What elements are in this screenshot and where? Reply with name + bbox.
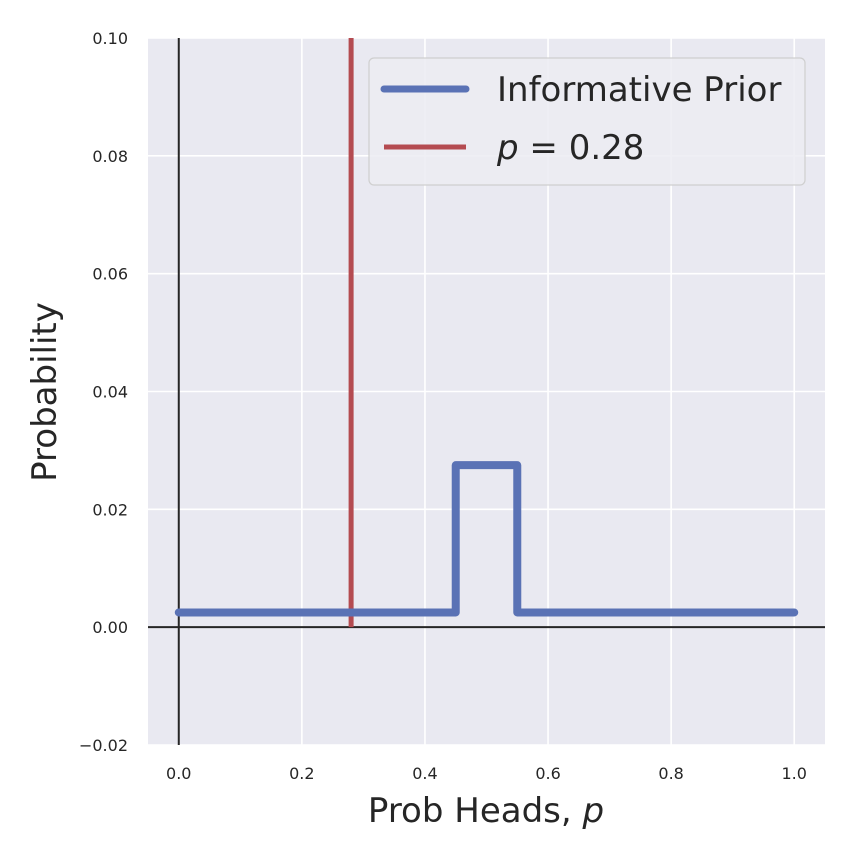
legend-box xyxy=(368,57,806,186)
series xyxy=(174,38,799,628)
y-tick-label: 0.08 xyxy=(92,147,128,166)
y-tick-label: 0.06 xyxy=(92,265,128,284)
x-tick-label: 0.2 xyxy=(289,764,314,783)
x-tick-label: 0.6 xyxy=(535,764,560,783)
y-tick-label: −0.02 xyxy=(79,736,128,755)
y-tick-label: 0.10 xyxy=(92,29,128,48)
x-tick-label: 1.0 xyxy=(782,764,807,783)
x-axis-title-text: Prob Heads, xyxy=(368,791,583,831)
legend-label-p-line: p = 0.28 xyxy=(496,128,644,168)
y-tick-label: 0.02 xyxy=(92,500,128,519)
series-line-informative-prior xyxy=(174,461,799,617)
reference-lines xyxy=(148,38,825,745)
legend-label-p-var: p xyxy=(496,128,519,168)
x-tick-label: 0.4 xyxy=(412,764,437,783)
tick-labels: 0.0 0.2 0.4 0.6 0.8 1.0 −0.02 0.00 0.02 0.04 0.06 0… xyxy=(79,29,807,783)
x-axis-title: Prob Heads, p xyxy=(368,791,604,831)
legend-label-p-value: = 0.28 xyxy=(519,128,645,168)
x-axis-title-var: p xyxy=(581,791,604,831)
legend-label-informative-prior: Informative Prior xyxy=(497,70,781,110)
legend: Informative Prior p = 0.28 xyxy=(368,57,806,186)
x-tick-label: 0.8 xyxy=(658,764,683,783)
y-tick-label: 0.04 xyxy=(92,383,128,402)
x-tick-label: 0.0 xyxy=(166,764,191,783)
y-axis-title: Probability xyxy=(25,302,65,482)
y-tick-label: 0.00 xyxy=(92,618,128,637)
